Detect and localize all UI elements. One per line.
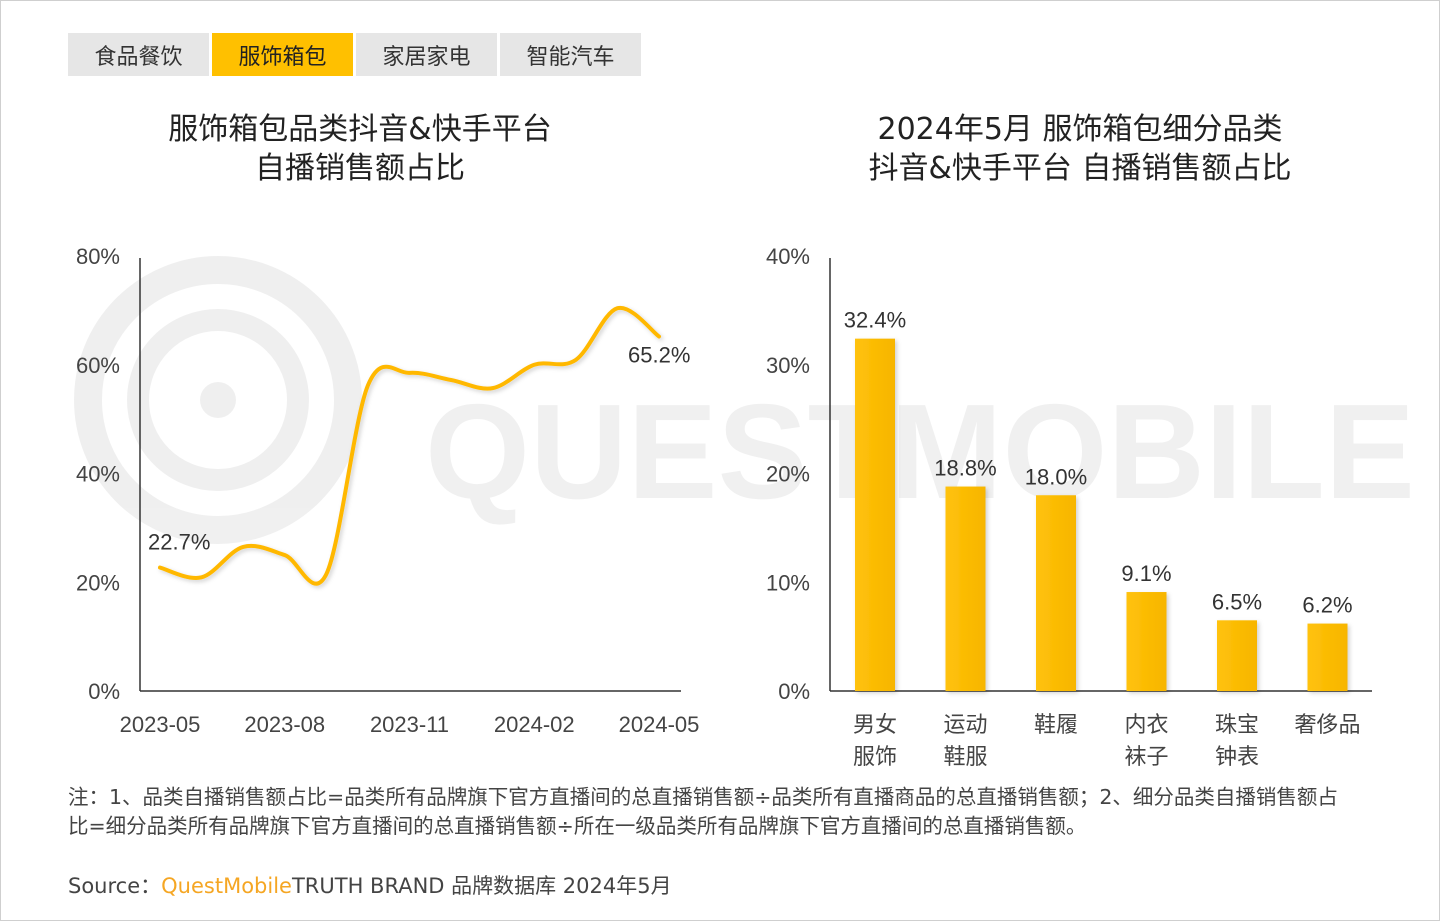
bar-y-tick-label: 20% — [766, 462, 810, 487]
line-chart-title: 服饰箱包品类抖音&快手平台 自播销售额占比 — [100, 110, 620, 188]
line-x-tick-label: 2023-05 — [120, 712, 201, 737]
bar-category-label: 袜子 — [1124, 745, 1168, 770]
line-y-tick-label: 0% — [88, 679, 120, 704]
bar-data-label: 32.4% — [844, 308, 906, 333]
bar-category-label: 钟表 — [1215, 745, 1259, 770]
watermark-logo-icon — [74, 256, 362, 544]
line-chart-title-line1: 服饰箱包品类抖音&快手平台 — [168, 112, 552, 147]
bar-4 — [1217, 620, 1257, 691]
bar-data-label: 18.8% — [934, 456, 996, 481]
line-y-tick-label: 80% — [76, 244, 120, 269]
bar-category-label: 奢侈品 — [1294, 713, 1360, 738]
bar-category-label: 内衣 — [1124, 713, 1168, 738]
bar-data-label: 9.1% — [1121, 561, 1171, 586]
line-y-tick-label: 40% — [76, 462, 120, 487]
category-tabs: 食品餐饮 服饰箱包 家居家电 智能汽车 — [68, 33, 641, 76]
bar-chart-title-line2: 抖音&快手平台 自播销售额占比 — [868, 151, 1292, 186]
tab-food[interactable]: 食品餐饮 — [68, 33, 209, 76]
bar-chart-title: 2024年5月 服饰箱包细分品类 抖音&快手平台 自播销售额占比 — [800, 110, 1360, 188]
line-x-tick-label: 2024-02 — [494, 712, 575, 737]
source-line: Source：QuestMobileTRUTH BRAND 品牌数据库 2024… — [68, 870, 672, 900]
source-text: TRUTH BRAND 品牌数据库 2024年5月 — [291, 874, 672, 898]
bar-data-label: 18.0% — [1025, 464, 1087, 489]
bar-category-label: 鞋履 — [1034, 713, 1078, 738]
source-brand: QuestMobile — [161, 874, 292, 898]
line-y-tick-label: 60% — [76, 353, 120, 378]
line-x-tick-label: 2024-05 — [619, 712, 700, 737]
bar-y-tick-label: 30% — [766, 353, 810, 378]
bar-category-label: 鞋服 — [943, 745, 987, 770]
source-label: Source： — [68, 874, 162, 898]
line-x-tick-label: 2023-11 — [370, 712, 449, 737]
bar-data-label: 6.5% — [1212, 589, 1262, 614]
line-x-tick-label: 2023-08 — [244, 712, 325, 737]
line-data-label: 22.7% — [148, 530, 210, 555]
bar-category-label: 男女 — [853, 713, 897, 738]
watermark-text: QUESTMOBILE — [425, 376, 1415, 527]
line-y-tick-label: 20% — [76, 570, 120, 595]
bar-category-label: 珠宝 — [1215, 713, 1259, 738]
line-data-label: 65.2% — [628, 342, 690, 367]
line-chart-title-line2: 自播销售额占比 — [255, 151, 465, 186]
bar-y-tick-label: 0% — [778, 679, 810, 704]
bar-chart-title-line1: 2024年5月 服饰箱包细分品类 — [877, 112, 1283, 147]
footnote: 注：1、品类自播销售额占比=品类所有品牌旗下官方直播间的总直播销售额÷品类所有直… — [68, 785, 1338, 838]
bar-3 — [1126, 592, 1167, 691]
bar-2 — [1036, 495, 1076, 691]
bar-y-tick-label: 40% — [766, 244, 810, 269]
bar-data-label: 6.2% — [1302, 593, 1352, 618]
tab-home[interactable]: 家居家电 — [356, 33, 497, 76]
bar-1 — [945, 486, 986, 691]
bar-0 — [855, 338, 895, 691]
tab-apparel[interactable]: 服饰箱包 — [212, 33, 353, 76]
line-series — [158, 306, 661, 586]
bar-category-label: 服饰 — [853, 745, 897, 770]
tab-auto[interactable]: 智能汽车 — [500, 33, 641, 76]
bar-category-label: 运动 — [943, 713, 987, 738]
bar-5 — [1307, 623, 1348, 691]
bar-y-tick-label: 10% — [766, 570, 810, 595]
